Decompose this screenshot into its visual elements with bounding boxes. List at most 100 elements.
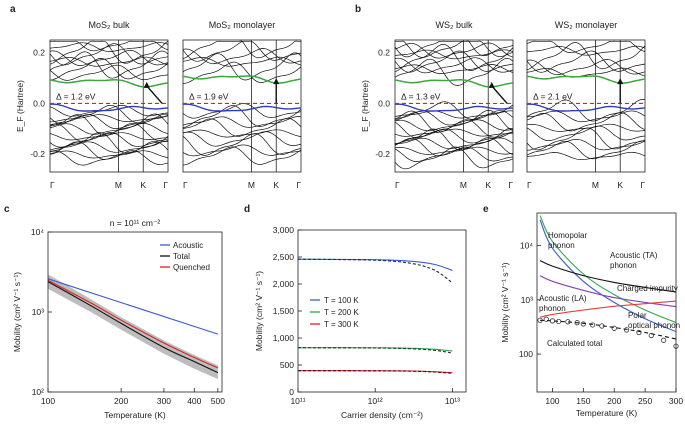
ytick-label: 1,000 bbox=[273, 333, 295, 343]
xtick-label: K bbox=[140, 180, 146, 190]
band-gap-arrowhead bbox=[143, 81, 150, 88]
series-line bbox=[539, 300, 676, 318]
legend-label: Quenched bbox=[173, 263, 210, 272]
annotation-label: phonon bbox=[610, 261, 637, 270]
experimental-point bbox=[565, 319, 571, 325]
xtick-label: K bbox=[273, 180, 279, 190]
panel-c-mobility-vs-temperature: c n = 10¹¹ cm⁻² 100 200 300 400 500 10² 10³ 10⁴ Te… bbox=[4, 204, 225, 420]
xtick-label: Γ bbox=[296, 180, 301, 190]
valence-band-line bbox=[394, 128, 514, 144]
valence-band-line bbox=[49, 132, 169, 148]
band-gap-label: Δ = 2.1 eV bbox=[533, 91, 573, 101]
conduction-band-bottom-highlight bbox=[49, 79, 169, 88]
conduction-band-line bbox=[526, 67, 646, 78]
x-axis-label: Temperature (K) bbox=[576, 408, 638, 418]
y-axis-label: E_F (Hartree) bbox=[360, 80, 370, 132]
valence-band-line bbox=[394, 101, 514, 121]
band-lines bbox=[49, 40, 169, 166]
panel-label-a: a bbox=[10, 4, 16, 15]
ytick-label: 10³ bbox=[521, 295, 533, 305]
valence-band-line bbox=[49, 141, 169, 153]
experimental-point bbox=[599, 323, 605, 329]
experimental-point bbox=[556, 318, 562, 325]
conduction-band-line bbox=[394, 64, 514, 74]
valence-band-line bbox=[182, 133, 302, 156]
y-axis-label: Mobility (cm² V⁻¹ s⁻¹) bbox=[254, 271, 264, 351]
series-line bbox=[539, 219, 676, 333]
panel-label-b: b bbox=[355, 4, 361, 15]
series-line-total bbox=[47, 281, 219, 374]
xtick-label: 200 bbox=[607, 396, 621, 406]
experimental-point bbox=[611, 325, 617, 331]
band-gap-arrow bbox=[491, 85, 508, 104]
xtick-label: Γ bbox=[508, 180, 513, 190]
ytick-label: 1,500 bbox=[273, 306, 295, 316]
conduction-band-bottom-highlight bbox=[394, 79, 514, 88]
chart-title: n = 10¹¹ cm⁻² bbox=[110, 218, 161, 228]
valence-band-top-highlight bbox=[182, 103, 302, 112]
valence-band-line bbox=[526, 138, 646, 151]
subplot-frame bbox=[49, 39, 169, 173]
band-subplot-1: WS₂ monolayer Γ M K Γ Δ = 2.1 eV bbox=[526, 20, 646, 190]
band-subplot-0: MoS₂ bulk Γ M K Γ Δ = 1.2 eV bbox=[49, 20, 169, 190]
xtick-label: Γ bbox=[527, 180, 532, 190]
xtick-label: 10¹¹ bbox=[290, 396, 305, 406]
band-subplot-1: MoS₂ monolayer Γ M K Γ Δ = 1.9 eV bbox=[182, 20, 302, 190]
conduction-band-line bbox=[49, 43, 169, 66]
panel-b-band-structure: b 0.2 0.0 -0.2 E_F (Hartree) WS₂ bulk Γ M K Γ Δ = … bbox=[355, 4, 646, 190]
xtick-label: 10¹² bbox=[368, 396, 383, 406]
conduction-band-line bbox=[49, 56, 169, 67]
band-gap-label: Δ = 1.2 eV bbox=[56, 91, 96, 101]
series-line bbox=[540, 319, 676, 340]
valence-band-top-highlight bbox=[49, 103, 169, 112]
legend-label: Acoustic bbox=[173, 241, 203, 250]
annotation-label: Polar bbox=[628, 311, 647, 320]
legend-label: Total bbox=[173, 252, 190, 261]
experimental-point bbox=[574, 320, 580, 326]
valence-band-line bbox=[526, 125, 646, 141]
valence-band-line bbox=[182, 129, 302, 138]
series-line-acoustic bbox=[47, 278, 219, 335]
subplot-frame bbox=[394, 39, 514, 173]
experimental-point bbox=[648, 332, 654, 339]
conduction-band-line bbox=[526, 45, 646, 56]
band-gap-label: Δ = 1.9 eV bbox=[189, 91, 229, 101]
ytick-label: -0.2 bbox=[30, 149, 45, 159]
experimental-point bbox=[623, 327, 630, 333]
ytick-label: 10⁴ bbox=[31, 227, 44, 237]
conduction-band-line bbox=[182, 56, 302, 67]
conduction-band-line bbox=[394, 40, 514, 58]
series-line bbox=[539, 260, 676, 293]
valence-band-line bbox=[182, 146, 302, 166]
xtick-label: 400 bbox=[187, 396, 201, 406]
experimental-point bbox=[580, 321, 586, 327]
series-line-quenched bbox=[47, 279, 219, 369]
x-axis-label: Temperature (K) bbox=[104, 410, 166, 420]
valence-band-line bbox=[526, 151, 646, 160]
series-line bbox=[297, 258, 453, 272]
conduction-band-line bbox=[49, 58, 169, 81]
subplot-frame bbox=[526, 39, 646, 173]
conduction-band-line bbox=[49, 40, 169, 52]
annotation-label: optical phonon bbox=[628, 321, 680, 330]
annotation-label: phonon bbox=[548, 241, 575, 250]
conduction-band-line bbox=[182, 61, 302, 84]
conduction-band-line bbox=[394, 40, 514, 58]
xtick-label: Γ bbox=[183, 180, 188, 190]
conduction-band-line bbox=[526, 50, 646, 73]
series-line bbox=[539, 215, 676, 324]
ytick-label: 0 bbox=[289, 387, 294, 397]
conduction-band-line bbox=[394, 43, 514, 72]
ytick-label: -0.2 bbox=[375, 149, 390, 159]
series-line bbox=[297, 347, 453, 354]
annotation-label: Calculated total bbox=[547, 339, 602, 348]
annotation-label: Acoustic (TA) bbox=[610, 251, 658, 260]
subplot-frame bbox=[182, 39, 302, 173]
x-axis-label: Carrier density (cm⁻²) bbox=[341, 410, 423, 420]
series-line bbox=[297, 258, 453, 284]
series-line bbox=[539, 275, 676, 308]
y-axis-label: E_F (Hartree) bbox=[15, 80, 25, 132]
valence-band-line bbox=[526, 112, 646, 132]
subplot-title: WS₂ monolayer bbox=[555, 20, 618, 30]
